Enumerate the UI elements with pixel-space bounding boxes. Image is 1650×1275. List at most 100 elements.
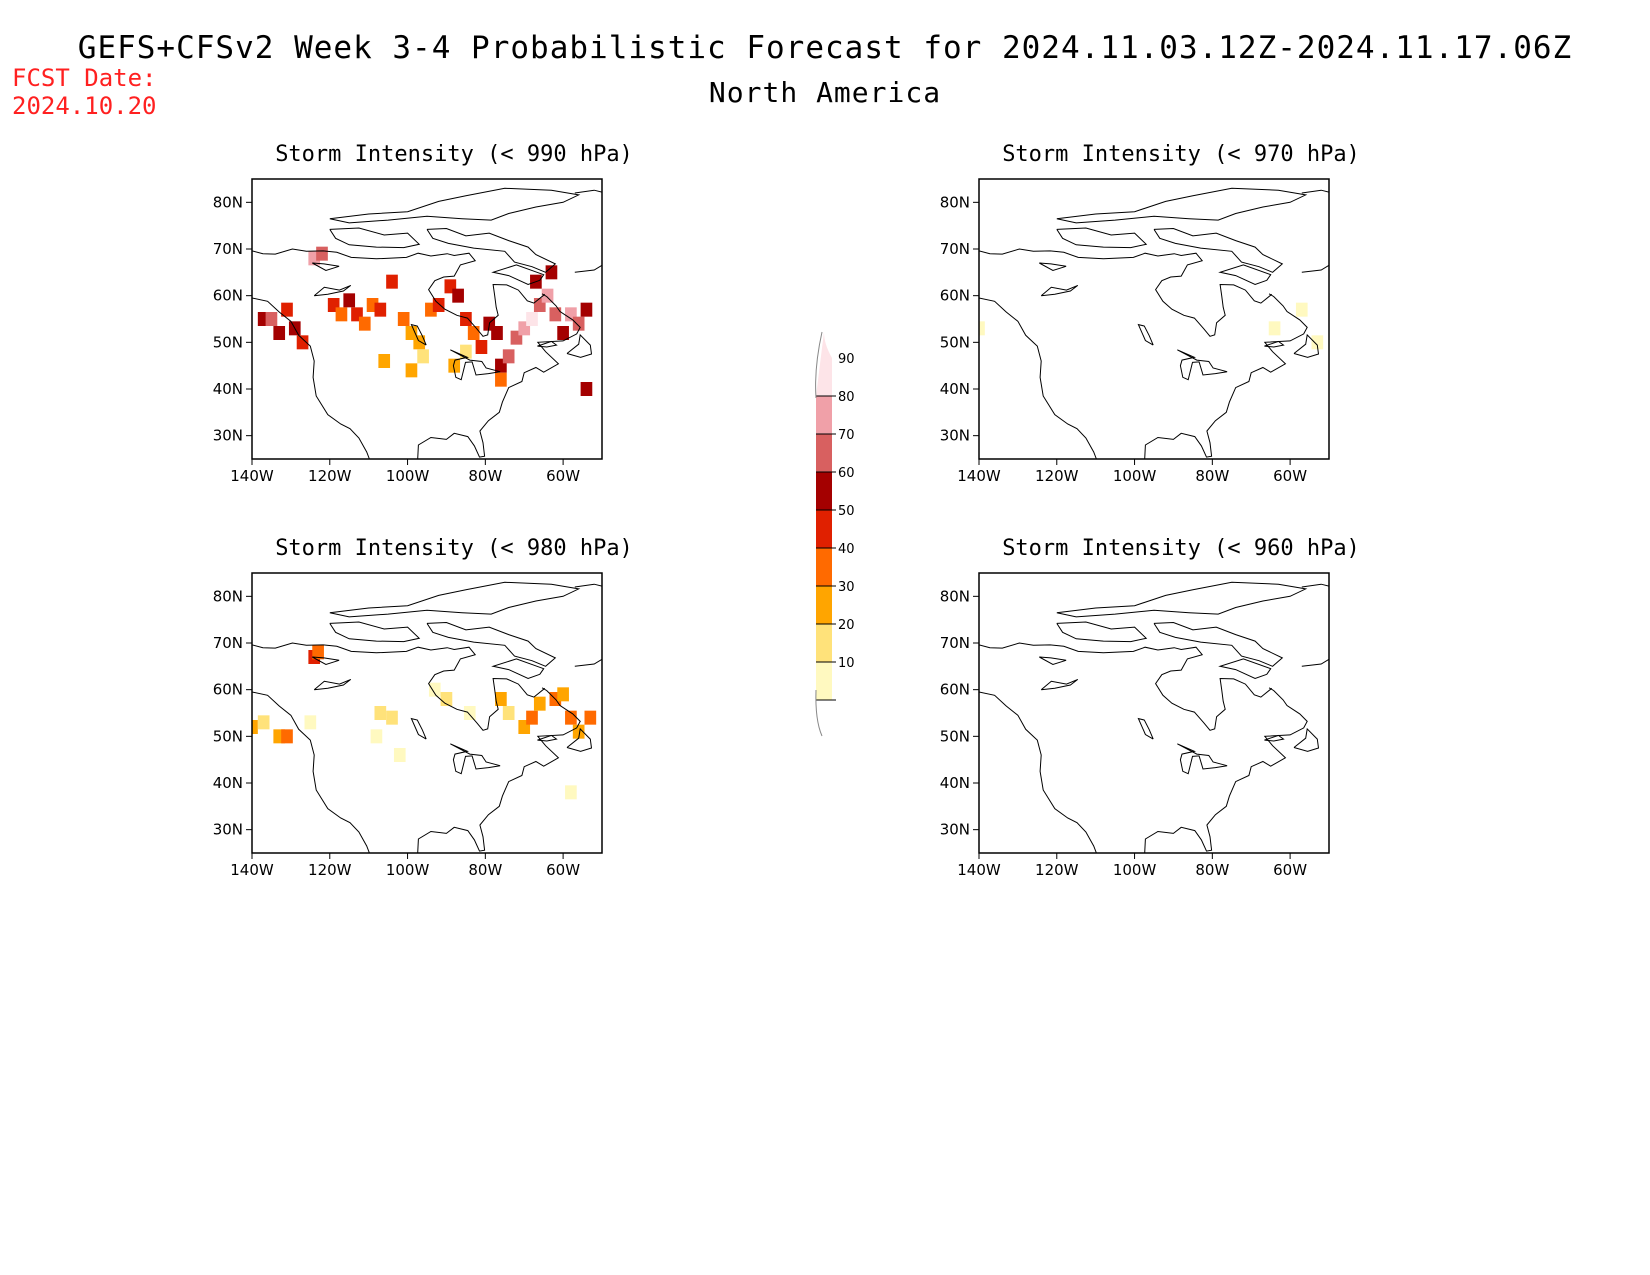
lat-tick-label: 60N	[213, 287, 243, 305]
fcst-date-value: 2024.10.20	[12, 92, 157, 120]
colorbar-swatch	[816, 472, 832, 510]
coastline	[979, 248, 1273, 337]
colorbar-label: 30	[838, 580, 855, 595]
lat-tick-label: 30N	[213, 821, 243, 839]
lat-tick-label: 40N	[940, 774, 970, 792]
probability-cell	[467, 326, 480, 340]
probability-cell	[281, 729, 293, 744]
probability-cell	[518, 321, 531, 336]
lat-tick-label: 30N	[213, 427, 243, 445]
colorbar-swatch	[816, 434, 832, 472]
probability-cell	[327, 298, 340, 312]
coastline	[1177, 349, 1228, 381]
probability-cell	[316, 246, 328, 261]
map-plot: 80N 70N 60N 50N 40N 30N 140W 120W 100W 80W 60W	[213, 178, 603, 485]
probability-cell	[495, 358, 507, 373]
lon-tick-label: 60W	[546, 467, 580, 485]
probability-cell	[370, 729, 383, 744]
coastline	[1301, 658, 1329, 667]
probability-cell	[432, 298, 445, 312]
colorbar-label: 70	[838, 428, 855, 443]
probability-cell	[257, 312, 270, 326]
lon-tick-label: 80W	[1195, 467, 1229, 485]
coastline	[537, 734, 558, 742]
panel-title: Storm Intensity (< 960 hPa)	[1002, 536, 1360, 561]
probability-cell	[273, 326, 286, 340]
coastline	[252, 642, 546, 731]
coastline	[1056, 581, 1308, 618]
coastline	[313, 284, 352, 297]
colorbar-label: 20	[838, 618, 855, 633]
colorbar-swatch	[816, 586, 832, 624]
coastline	[1293, 727, 1320, 752]
coastline	[979, 297, 1097, 459]
coastline	[426, 227, 557, 273]
coastline	[1144, 293, 1308, 459]
coastline	[1040, 678, 1079, 691]
coastline	[1218, 658, 1272, 680]
probability-cell	[386, 710, 398, 725]
map-frame	[251, 178, 603, 460]
probability-cell	[386, 274, 398, 289]
lat-tick-label: 80N	[940, 193, 970, 211]
coastline	[1153, 227, 1284, 273]
coastline	[410, 323, 427, 346]
probability-cell	[343, 293, 356, 308]
coastline	[329, 187, 581, 224]
probability-cell	[572, 316, 585, 331]
probability-cell	[374, 706, 387, 720]
coastline	[1137, 717, 1154, 740]
lat-tick-label: 50N	[940, 727, 970, 745]
panel-title: Storm Intensity (< 970 hPa)	[1002, 142, 1360, 167]
coastline	[491, 264, 545, 286]
probability-cell	[533, 298, 546, 312]
coastline	[329, 581, 581, 618]
coastline	[1301, 189, 1329, 194]
panel-storm-990: Storm Intensity (< 990 hPa) 80N 70N 60N 50N…	[213, 142, 774, 542]
lat-tick-label: 60N	[213, 681, 243, 699]
probability-cell	[405, 326, 418, 340]
probability-cell	[312, 645, 324, 660]
probability-cell	[460, 344, 472, 359]
probability-cell	[428, 682, 441, 697]
colorbar-swatch	[816, 548, 832, 586]
probability-cell	[252, 720, 258, 734]
lon-tick-label: 140W	[230, 861, 274, 879]
colorbar-label: 80	[838, 390, 855, 405]
coastline	[574, 658, 602, 667]
coastline	[252, 248, 546, 337]
lon-tick-label: 120W	[308, 861, 352, 879]
coastline	[1039, 656, 1067, 666]
probability-cell	[1311, 335, 1324, 350]
probability-cell	[374, 302, 387, 317]
coastline	[252, 691, 370, 853]
lon-tick-label: 120W	[1035, 467, 1079, 485]
probability-cell	[257, 715, 270, 730]
probability-cell	[296, 335, 309, 350]
probability-cell	[565, 307, 577, 322]
coastline	[426, 621, 557, 667]
probability-cell	[491, 326, 503, 340]
probability-cell	[335, 307, 348, 322]
probability-cell	[393, 748, 406, 762]
colorbar-edge	[815, 331, 823, 399]
coastline	[537, 340, 558, 348]
coastline	[574, 583, 602, 588]
main-title: GEFS+CFSv2 Week 3-4 Probabilistic Foreca…	[77, 30, 1573, 66]
colorbar-label: 40	[838, 542, 855, 557]
lat-tick-label: 70N	[213, 240, 243, 258]
lat-tick-label: 30N	[940, 427, 970, 445]
coastline	[1056, 621, 1148, 643]
coastline	[1293, 333, 1320, 358]
coastline	[417, 687, 581, 853]
probability-cell	[265, 312, 278, 326]
panel-title: Storm Intensity (< 980 hPa)	[275, 536, 633, 561]
colorbar-legend: 10 20 30 40 50 60 70 80 90	[800, 330, 880, 750]
probability-cell	[580, 302, 593, 317]
coastline	[312, 262, 340, 272]
map-plot: 80N 70N 60N 50N 40N 30N 140W 120W 100W 80W 60W	[213, 572, 603, 879]
coastline	[566, 333, 593, 358]
lon-tick-label: 140W	[230, 467, 274, 485]
coastline	[450, 743, 501, 775]
probability-cell	[452, 288, 464, 303]
